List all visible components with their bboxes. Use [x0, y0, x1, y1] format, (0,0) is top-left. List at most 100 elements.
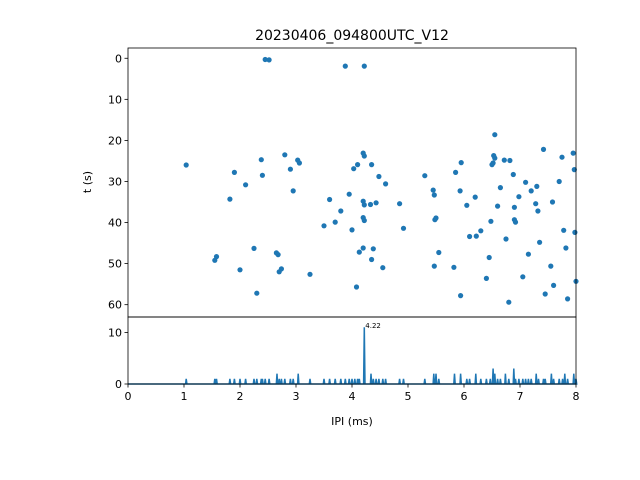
chart-title: 20230406_094800UTC_V12 [255, 28, 449, 44]
scatter-point [361, 63, 367, 69]
scatter-point [490, 160, 496, 166]
scatter-point [327, 196, 333, 203]
scatter-point [254, 290, 260, 296]
scatter-point [495, 203, 501, 209]
scatter-point [510, 171, 516, 178]
scatter-point [397, 201, 403, 207]
scatter-point [383, 181, 389, 187]
scatter-point [237, 267, 243, 273]
scatter-point [342, 63, 348, 69]
scatter-point [520, 274, 526, 280]
scatter-point [457, 188, 463, 194]
scatter-point [436, 249, 442, 256]
scatter-point [548, 263, 554, 269]
scatter-y-axis: 0 10 20 30 40 50 60 [108, 52, 128, 312]
scatter-point [512, 219, 519, 225]
scatter-point [483, 275, 489, 281]
scatter-point [534, 183, 540, 189]
scatter-point [453, 169, 459, 175]
scatter-point [497, 185, 503, 191]
scatter-point [523, 179, 529, 185]
scatter-point [251, 245, 257, 251]
scatter-point [492, 132, 498, 138]
scatter-point [432, 217, 438, 223]
scatter-point [503, 236, 509, 242]
scatter-point [360, 245, 366, 251]
histogram-y-axis: 0 10 [108, 326, 128, 391]
peak-annotation: 4.22 [365, 322, 381, 330]
scatter-point [431, 192, 437, 198]
scatter-point [370, 246, 376, 252]
scatter-point [540, 146, 547, 152]
scatter-point [458, 293, 464, 299]
scatter-point [516, 194, 522, 200]
scatter-point [559, 154, 565, 160]
scatter-point [492, 155, 498, 161]
scatter-point [430, 187, 436, 193]
scatter-point [266, 57, 272, 63]
scatter-y-tick-label: 40 [108, 217, 122, 230]
histogram-panel: 4.22 0 10 0 1 2 3 4 5 6 7 8 IPI (ms) [108, 316, 580, 428]
scatter-point [373, 200, 379, 206]
scatter-points [183, 56, 579, 305]
scatter-point [351, 166, 357, 172]
scatter-point [361, 202, 367, 208]
histogram-x-tick-label: 8 [573, 390, 580, 403]
scatter-point [321, 223, 327, 229]
scatter-point [549, 199, 556, 205]
scatter-point [353, 284, 360, 290]
scatter-point [501, 157, 507, 163]
scatter-point [183, 162, 189, 168]
scatter-point [422, 173, 428, 179]
scatter-point [262, 56, 268, 63]
scatter-point [367, 201, 374, 208]
scatter-point [338, 208, 344, 214]
scatter-point [525, 251, 532, 257]
scatter-point [506, 299, 512, 305]
scatter-point [511, 204, 517, 210]
scatter-y-tick-label: 10 [108, 93, 122, 106]
scatter-point [361, 153, 367, 159]
scatter-point [563, 245, 569, 251]
scatter-y-tick-label: 30 [108, 175, 122, 188]
scatter-point [464, 202, 470, 208]
scatter-point [243, 182, 249, 188]
scatter-point [467, 233, 473, 240]
histogram-x-tick-label: 5 [405, 390, 412, 403]
scatter-point [542, 291, 548, 297]
histogram-x-tick-label: 0 [125, 390, 132, 403]
scatter-point [290, 188, 296, 194]
scatter-y-tick-label: 60 [108, 299, 122, 312]
scatter-point [258, 157, 264, 163]
scatter-point [551, 282, 557, 288]
scatter-point [565, 296, 571, 302]
scatter-point [535, 208, 541, 214]
scatter-y-label: t (s) [81, 171, 94, 193]
scatter-point [259, 172, 265, 178]
scatter-point [287, 166, 293, 172]
histogram-x-tick-label: 1 [181, 390, 188, 403]
scatter-point [472, 194, 478, 200]
scatter-y-tick-label: 20 [108, 134, 122, 147]
scatter-point [458, 160, 464, 166]
histogram-x-tick-label: 3 [293, 390, 300, 403]
scatter-point [572, 229, 578, 235]
scatter-point [556, 178, 562, 185]
histogram-x-tick-label: 6 [461, 390, 468, 403]
histogram-x-label: IPI (ms) [331, 415, 373, 428]
scatter-point [488, 218, 494, 224]
scatter-point [561, 227, 567, 233]
scatter-point [486, 254, 492, 261]
scatter-point [431, 263, 437, 269]
scatter-point [346, 191, 352, 197]
scatter-point [478, 228, 484, 234]
scatter-point [349, 227, 355, 233]
histogram-y-tick-label: 0 [115, 378, 122, 391]
scatter-point [570, 150, 576, 156]
scatter-point [376, 173, 382, 180]
histogram-x-tick-label: 2 [237, 390, 244, 403]
scatter-point [307, 271, 313, 277]
histogram-x-tick-label: 7 [517, 390, 524, 403]
scatter-point [528, 188, 534, 194]
